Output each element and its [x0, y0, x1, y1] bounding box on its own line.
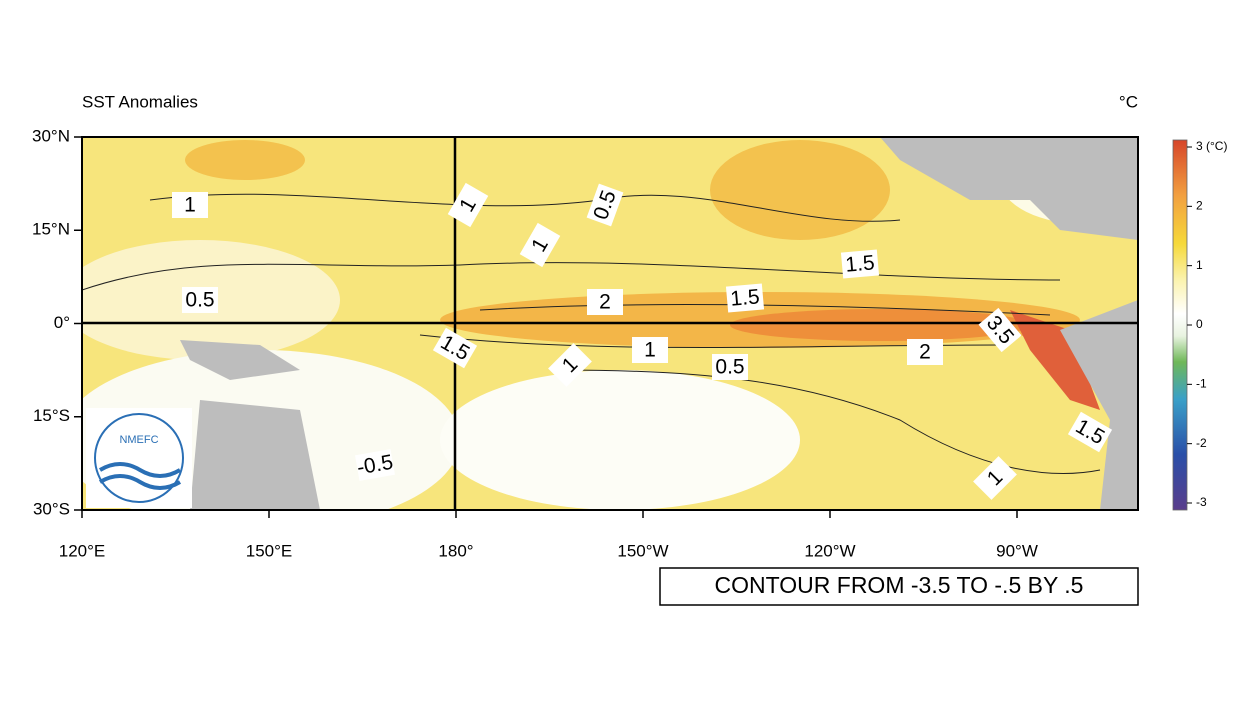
- contour-label-bg: [632, 337, 668, 363]
- note-box: [659, 567, 1139, 606]
- contour-label: 1: [973, 456, 1017, 500]
- contour-label-text: 2: [599, 291, 611, 314]
- land: [190, 400, 320, 510]
- lon-tick-label: 150°W: [617, 541, 668, 560]
- contour-label: 1: [548, 343, 592, 387]
- colorbar-tick-label: -3: [1196, 495, 1207, 509]
- contour-label-bg: [973, 456, 1017, 500]
- colorbar-tick-label: -2: [1196, 436, 1207, 450]
- contour-line: [149, 193, 901, 222]
- colorbar-tick-label: 1: [1196, 258, 1203, 272]
- lat-tick-label: 15°N: [32, 220, 70, 239]
- unit: °C: [1119, 92, 1138, 111]
- contour-label-bg: [840, 249, 880, 279]
- contour-label-bg: [182, 287, 218, 313]
- contour-label: 1.5: [840, 249, 880, 279]
- contour-line: [82, 262, 1061, 291]
- contour-label-text: 0.5: [715, 356, 744, 379]
- contour-label-bg: [725, 283, 765, 313]
- logo-ring: [94, 413, 184, 503]
- lat-tick-label: 15°S: [33, 406, 70, 425]
- contour-label: 1: [632, 337, 668, 363]
- contour-label: 2: [907, 339, 943, 365]
- contour-label: -0.5: [355, 449, 395, 481]
- colorbar-tick-label: 0: [1196, 317, 1203, 331]
- lon-tick-label: 180°: [438, 541, 473, 560]
- contour-label-text: 2: [919, 341, 931, 364]
- lon-tick-label: 120°W: [804, 541, 855, 560]
- contour-label: 1: [447, 182, 489, 228]
- title: SST Anomalies: [82, 92, 198, 111]
- contour-label-text: 0.5: [185, 289, 214, 312]
- contour-label-bg: [447, 182, 489, 228]
- colorbar-tick-label: 2: [1196, 199, 1203, 213]
- land: [180, 340, 300, 380]
- contour-label: 1: [519, 222, 561, 268]
- land: [1060, 300, 1138, 510]
- colorbar: [1172, 139, 1188, 511]
- contour-label-bg: [172, 192, 208, 218]
- field-patch: [730, 309, 1030, 341]
- lon-tick-label: 120°E: [59, 541, 106, 560]
- contour-label: 0.5: [712, 354, 748, 380]
- lat-tick-label: 30°N: [32, 126, 70, 145]
- contour-label-bg: [712, 354, 748, 380]
- contour-label-bg: [1067, 411, 1113, 453]
- colorbar-tick-label: -1: [1196, 377, 1207, 391]
- logo-waves: [98, 462, 182, 490]
- lat-tick-label: 0°: [54, 313, 70, 332]
- contour-label-bg: [587, 289, 623, 315]
- field-patch: [1010, 310, 1100, 410]
- contour-label-bg: [907, 339, 943, 365]
- lat-tick-label: 30°S: [33, 499, 70, 518]
- logo-text: NMEFC: [119, 434, 158, 446]
- contour-line: [559, 369, 1101, 474]
- field-patch: [440, 370, 800, 510]
- contour-label-bg: [519, 222, 561, 268]
- field-patch: [185, 140, 305, 180]
- contour-label-text: 1.5: [844, 251, 875, 276]
- contour-label-bg: [586, 183, 624, 227]
- field-patch: [710, 140, 890, 240]
- contour-label-bg: [978, 307, 1022, 353]
- lon-tick-label: 150°E: [246, 541, 293, 560]
- contour-label-text: 1.5: [729, 285, 760, 310]
- contour-label: 2: [587, 289, 623, 315]
- colorbar-tick-label: 3 (°C): [1196, 139, 1227, 153]
- contour-label: 0.5: [182, 287, 218, 313]
- contour-label-bg: [355, 449, 395, 481]
- contour-label-bg: [432, 327, 478, 369]
- contour-label: 1: [172, 192, 208, 218]
- lon-tick-label: 90°W: [996, 541, 1038, 560]
- logo: NMEFC: [86, 408, 192, 508]
- land: [880, 137, 1138, 240]
- contour-label-bg: [548, 343, 592, 387]
- contour-label-text: 1: [644, 339, 656, 362]
- contour-label-text: 1: [184, 194, 196, 217]
- contour-label: 1.5: [725, 283, 765, 313]
- contour-note: CONTOUR FROM -3.5 TO -.5 BY .5: [715, 572, 1084, 598]
